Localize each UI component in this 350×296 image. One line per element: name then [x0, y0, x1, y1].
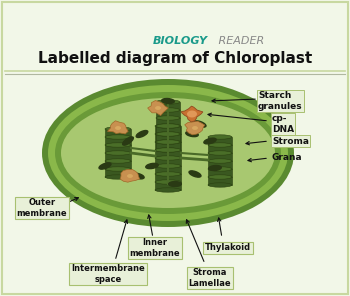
- Ellipse shape: [209, 165, 221, 170]
- Text: cp-
DNA: cp- DNA: [272, 114, 294, 134]
- Ellipse shape: [155, 188, 181, 192]
- Polygon shape: [208, 137, 232, 145]
- Text: Outer
membrane: Outer membrane: [17, 198, 67, 218]
- Polygon shape: [127, 174, 133, 178]
- Text: READER: READER: [215, 36, 264, 46]
- Polygon shape: [181, 106, 203, 122]
- Polygon shape: [120, 169, 140, 182]
- Ellipse shape: [61, 98, 275, 208]
- Ellipse shape: [204, 138, 216, 144]
- Text: Inner
membrane: Inner membrane: [130, 238, 180, 258]
- Ellipse shape: [186, 131, 198, 137]
- Ellipse shape: [155, 148, 181, 152]
- Polygon shape: [115, 126, 121, 130]
- Ellipse shape: [155, 124, 181, 128]
- Ellipse shape: [169, 181, 181, 186]
- Polygon shape: [208, 169, 232, 177]
- Polygon shape: [155, 166, 181, 174]
- Polygon shape: [155, 174, 181, 182]
- Polygon shape: [156, 110, 180, 118]
- Polygon shape: [105, 137, 131, 145]
- Ellipse shape: [156, 148, 180, 152]
- FancyBboxPatch shape: [2, 2, 348, 294]
- Polygon shape: [156, 118, 180, 126]
- Ellipse shape: [155, 172, 181, 176]
- Text: Thylakoid: Thylakoid: [205, 244, 251, 252]
- Ellipse shape: [208, 159, 232, 163]
- Ellipse shape: [155, 132, 181, 136]
- Polygon shape: [155, 182, 181, 190]
- Ellipse shape: [155, 140, 181, 144]
- Ellipse shape: [105, 175, 131, 179]
- Polygon shape: [156, 102, 180, 110]
- Ellipse shape: [156, 132, 180, 136]
- Polygon shape: [192, 126, 198, 130]
- Ellipse shape: [105, 143, 131, 147]
- Ellipse shape: [208, 167, 232, 171]
- Text: Grana: Grana: [272, 154, 303, 163]
- Polygon shape: [156, 142, 180, 150]
- Text: BIOLOGY: BIOLOGY: [153, 36, 208, 46]
- Ellipse shape: [194, 121, 206, 127]
- Polygon shape: [208, 145, 232, 153]
- Ellipse shape: [105, 135, 131, 139]
- Polygon shape: [155, 158, 181, 166]
- Polygon shape: [148, 101, 168, 115]
- Polygon shape: [208, 153, 232, 161]
- Polygon shape: [156, 126, 180, 134]
- Polygon shape: [105, 145, 131, 153]
- Polygon shape: [155, 126, 181, 134]
- Polygon shape: [107, 121, 128, 134]
- Ellipse shape: [105, 167, 131, 171]
- Ellipse shape: [99, 163, 111, 169]
- Ellipse shape: [105, 151, 131, 155]
- Polygon shape: [155, 134, 181, 142]
- Ellipse shape: [208, 175, 232, 179]
- Ellipse shape: [155, 156, 181, 160]
- Ellipse shape: [156, 108, 180, 112]
- Text: Labelled diagram of Chloroplast: Labelled diagram of Chloroplast: [38, 51, 312, 65]
- Ellipse shape: [105, 127, 131, 131]
- Polygon shape: [155, 142, 181, 150]
- Polygon shape: [155, 106, 161, 110]
- Ellipse shape: [208, 183, 232, 187]
- Ellipse shape: [189, 171, 201, 177]
- Ellipse shape: [208, 143, 232, 147]
- Polygon shape: [105, 169, 131, 177]
- Ellipse shape: [208, 135, 232, 139]
- Polygon shape: [105, 153, 131, 161]
- Ellipse shape: [136, 131, 148, 137]
- Ellipse shape: [155, 180, 181, 184]
- Polygon shape: [208, 177, 232, 185]
- Ellipse shape: [162, 99, 174, 104]
- Ellipse shape: [156, 116, 180, 120]
- Ellipse shape: [132, 173, 144, 179]
- Ellipse shape: [156, 100, 180, 104]
- Ellipse shape: [42, 79, 294, 227]
- Polygon shape: [208, 161, 232, 169]
- Ellipse shape: [187, 110, 197, 118]
- Polygon shape: [155, 150, 181, 158]
- Ellipse shape: [105, 159, 131, 163]
- Text: Stroma: Stroma: [272, 136, 309, 146]
- Ellipse shape: [156, 124, 180, 128]
- Polygon shape: [105, 129, 131, 137]
- Text: Intermembrane
space: Intermembrane space: [71, 264, 145, 284]
- Polygon shape: [105, 161, 131, 169]
- Polygon shape: [156, 134, 180, 142]
- Text: Starch
granules: Starch granules: [258, 91, 303, 111]
- Ellipse shape: [55, 92, 281, 214]
- Text: Stroma
Lamellae: Stroma Lamellae: [189, 268, 231, 288]
- Ellipse shape: [156, 140, 180, 144]
- Ellipse shape: [155, 164, 181, 168]
- Polygon shape: [185, 121, 205, 135]
- Ellipse shape: [208, 151, 232, 155]
- Ellipse shape: [122, 137, 133, 145]
- Ellipse shape: [48, 85, 288, 221]
- Ellipse shape: [146, 163, 158, 169]
